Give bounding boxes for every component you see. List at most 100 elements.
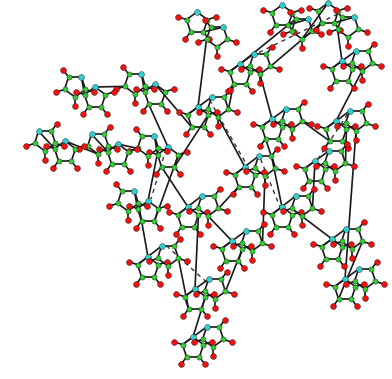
Point [256,66,262,72]
Point [151,133,158,139]
Point [343,125,350,132]
Point [321,145,327,151]
Point [326,29,332,35]
Point [220,337,227,343]
Point [54,121,60,127]
Point [215,205,221,211]
Point [157,225,163,231]
Point [309,205,316,211]
Point [338,148,345,154]
Point [335,256,341,262]
Point [192,286,198,292]
Point [218,276,225,282]
Point [369,60,376,66]
Point [340,63,346,69]
Point [171,164,178,170]
Point [145,101,152,107]
Point [342,276,348,282]
Point [337,27,343,33]
Point [95,151,101,157]
Point [280,31,286,37]
Point [103,111,110,117]
Point [131,188,138,194]
Point [237,61,243,67]
Point [145,254,151,260]
Point [236,184,242,190]
Point [171,86,177,92]
Point [220,24,227,30]
Point [164,259,170,265]
Point [80,111,86,117]
Point [134,146,141,152]
Point [164,148,170,154]
Point [214,53,220,59]
Point [227,87,233,93]
Point [285,22,292,28]
Point [214,44,220,50]
Point [256,153,262,159]
Point [68,158,74,164]
Point [257,80,263,86]
Point [212,296,218,302]
Point [241,265,247,271]
Point [324,185,330,191]
Point [175,255,181,262]
Point [92,84,98,90]
Point [318,208,324,214]
Point [333,7,339,13]
Point [165,272,171,278]
Point [299,213,305,219]
Point [203,313,210,319]
Point [84,143,91,149]
Point [363,121,370,127]
Point [279,2,285,8]
Point [133,86,139,92]
Point [341,263,347,269]
Point [351,163,357,169]
Point [332,78,339,84]
Point [288,121,294,127]
Point [229,238,235,244]
Point [312,158,318,164]
Point [109,161,115,167]
Point [195,104,201,110]
Point [61,143,67,149]
Point [258,124,265,130]
Point [218,246,225,252]
Point [261,221,267,227]
Point [211,291,217,297]
Point [60,67,66,73]
Point [313,27,319,33]
Point [207,131,213,137]
Point [234,109,240,115]
Point [251,165,258,171]
Point [134,146,140,152]
Point [146,149,152,155]
Point [50,165,56,171]
Point [101,131,107,137]
Point [355,226,361,232]
Point [353,137,359,143]
Point [353,128,359,134]
Point [164,203,170,209]
Point [289,205,295,211]
Point [347,108,353,114]
Point [125,208,131,214]
Point [183,354,190,360]
Point [252,172,259,178]
Point [322,256,328,262]
Point [292,193,299,199]
Point [242,228,249,234]
Point [185,306,192,312]
Point [209,94,215,100]
Point [285,224,292,230]
Point [320,63,326,69]
Point [344,141,350,147]
Point [217,186,223,192]
Point [223,269,230,275]
Point [215,123,221,129]
Point [247,69,254,75]
Point [142,83,149,89]
Point [195,39,201,45]
Point [368,266,375,272]
